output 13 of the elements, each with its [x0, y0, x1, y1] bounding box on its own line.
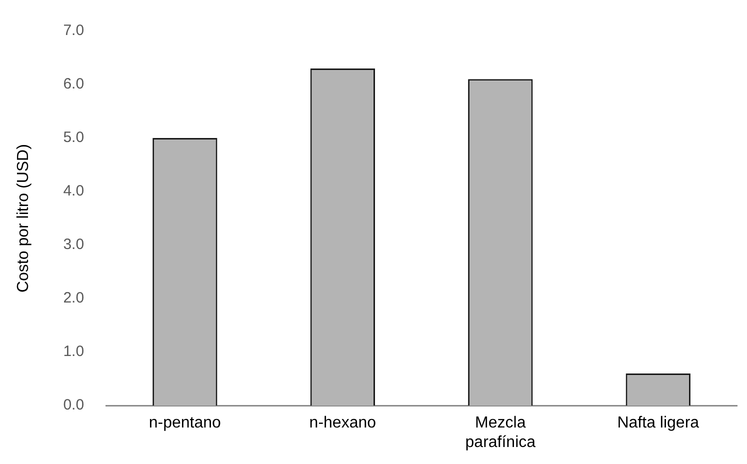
y-tick-label: 4.0: [63, 182, 84, 200]
y-axis-title: Costo por litro (USD): [15, 144, 32, 293]
x-tick-label: n-hexano: [309, 414, 376, 432]
y-tick-label: 5.0: [63, 129, 84, 146]
y-tick-label: 0.0: [63, 396, 84, 414]
x-tick-label: Mezcla parafínica: [465, 414, 536, 451]
x-tick-label: n-pentano: [148, 414, 222, 432]
y-tick-label: 7.0: [63, 22, 84, 40]
y-tick-label: 1.0: [63, 343, 84, 360]
y-tick-label: 2.0: [63, 290, 84, 307]
y-tick-label: 3.0: [63, 236, 84, 254]
x-tick-label: Nafta ligera: [617, 414, 700, 432]
y-tick-label: 6.0: [63, 76, 84, 93]
